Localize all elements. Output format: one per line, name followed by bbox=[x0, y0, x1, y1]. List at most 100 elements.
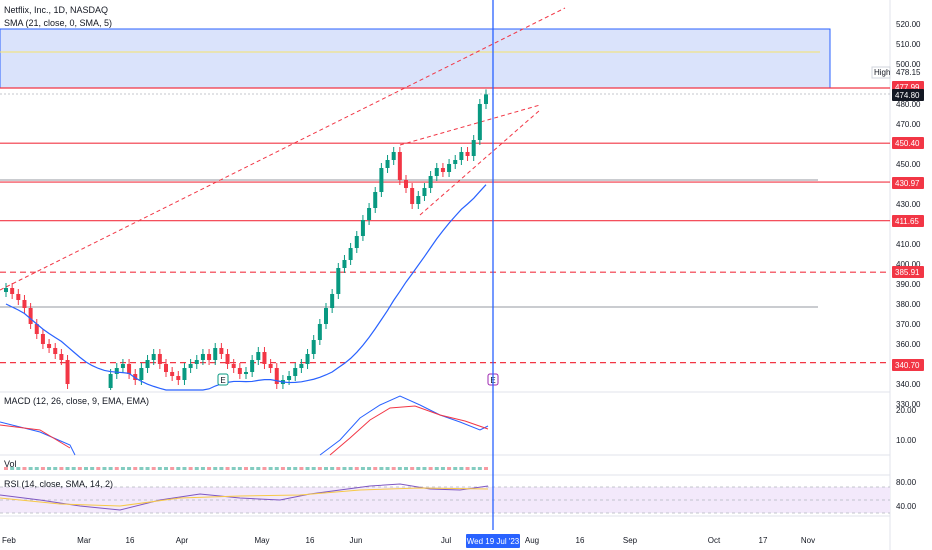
volume-bar bbox=[453, 467, 458, 470]
volume-bar bbox=[176, 467, 181, 470]
volume-bar bbox=[4, 467, 8, 470]
trendline-long bbox=[0, 7, 566, 291]
macd-line-left bbox=[0, 421, 76, 456]
volume-bar bbox=[354, 467, 359, 470]
volume-bar bbox=[465, 467, 470, 470]
time-label: Jun bbox=[350, 536, 363, 545]
candles bbox=[4, 89, 488, 390]
time-label: 16 bbox=[306, 536, 315, 545]
price-badge: 474.80 bbox=[892, 89, 924, 101]
vol-legend: Vol bbox=[4, 459, 17, 469]
volume-bar bbox=[471, 467, 476, 470]
volume-bar bbox=[434, 467, 439, 470]
macd-signal bbox=[329, 405, 489, 456]
volume-bar bbox=[22, 467, 27, 470]
trendline-upper bbox=[399, 104, 541, 146]
candle-body bbox=[182, 368, 187, 380]
candle-body bbox=[53, 348, 58, 354]
candle-body bbox=[422, 188, 427, 196]
earnings-marker-letter: E bbox=[220, 376, 225, 385]
candle-body bbox=[268, 364, 273, 368]
rsi-legend: RSI (14, close, SMA, 14, 2) bbox=[4, 479, 113, 489]
candle-body bbox=[354, 236, 359, 248]
candle-body bbox=[4, 288, 8, 292]
candle-body bbox=[360, 220, 365, 236]
candle-body bbox=[219, 348, 224, 354]
volume-bar bbox=[293, 467, 298, 470]
candle-body bbox=[274, 368, 279, 384]
volume-bar bbox=[440, 467, 445, 470]
volume-bar bbox=[274, 467, 279, 470]
candle-body bbox=[127, 364, 132, 374]
volume-bar bbox=[170, 467, 175, 470]
candle-body bbox=[397, 152, 402, 180]
high-label-text: High bbox=[874, 68, 890, 77]
candle-body bbox=[108, 374, 113, 388]
price-badge: 430.97 bbox=[892, 177, 924, 189]
volume-bar bbox=[385, 467, 390, 470]
volume-bar bbox=[447, 467, 452, 470]
candle-body bbox=[434, 168, 439, 176]
candle-body bbox=[336, 268, 341, 294]
candle-body bbox=[262, 352, 267, 364]
volume-bar bbox=[90, 467, 95, 470]
price-badge-bg bbox=[892, 215, 924, 227]
macd-tick: 20.00 bbox=[896, 406, 917, 415]
price-badge-text: 474.80 bbox=[895, 91, 920, 100]
candle-body bbox=[440, 168, 445, 172]
price-tick: 340.00 bbox=[896, 380, 921, 389]
time-label: 17 bbox=[759, 536, 768, 545]
candle-body bbox=[28, 308, 33, 324]
volume-bar bbox=[416, 467, 421, 470]
price-badge-text: 477.99 bbox=[895, 83, 920, 92]
price-tick: 400.00 bbox=[896, 260, 921, 269]
volume-bar bbox=[250, 467, 255, 470]
candle-body bbox=[176, 376, 181, 380]
candle-body bbox=[330, 294, 335, 308]
volume-bar bbox=[268, 467, 273, 470]
candle-body bbox=[410, 188, 415, 204]
volume-bar bbox=[299, 467, 304, 470]
volume-bar bbox=[379, 467, 384, 470]
volume-bar bbox=[244, 467, 248, 470]
candle-body bbox=[157, 354, 162, 364]
earnings-marker: E bbox=[217, 373, 229, 386]
volume-bar bbox=[77, 467, 82, 470]
candle-body bbox=[10, 288, 15, 294]
candle-body bbox=[194, 360, 199, 364]
high-label: High 478.15 bbox=[871, 66, 921, 79]
price-tick: 430.00 bbox=[896, 200, 921, 209]
time-label: May bbox=[254, 536, 269, 545]
candle-body bbox=[385, 160, 390, 168]
high-label-box bbox=[871, 66, 891, 79]
volume-bar bbox=[484, 467, 488, 470]
candle-body bbox=[484, 94, 488, 104]
macd-line bbox=[319, 395, 489, 456]
price-axis-ticks: 520.00510.00500.00490.00480.00470.00460.… bbox=[896, 20, 921, 409]
macd-signal-left bbox=[0, 424, 71, 449]
trendline-lower bbox=[419, 109, 541, 216]
candle-body bbox=[40, 334, 45, 344]
crosshair-date-label: Wed 19 Jul '23 bbox=[466, 534, 520, 548]
candle-body bbox=[16, 294, 21, 300]
candle-body bbox=[324, 308, 328, 324]
volume-bar bbox=[120, 467, 125, 470]
resistance-zone bbox=[0, 28, 831, 89]
candle-body bbox=[139, 368, 144, 380]
candle-body bbox=[305, 354, 310, 364]
volume-bar bbox=[53, 467, 58, 470]
time-label: 16 bbox=[126, 536, 135, 545]
time-label: Oct bbox=[708, 536, 721, 545]
volume-bar bbox=[65, 467, 70, 470]
candle-body bbox=[47, 344, 52, 348]
candle-body bbox=[250, 360, 255, 372]
volume-bar bbox=[34, 467, 39, 470]
volume-bar bbox=[127, 467, 132, 470]
vol-title: Vol bbox=[4, 459, 17, 469]
candle-body bbox=[22, 300, 27, 308]
volume-bar bbox=[428, 467, 433, 470]
time-label: Nov bbox=[801, 536, 815, 545]
candle-body bbox=[342, 260, 347, 268]
volume-bar bbox=[287, 467, 292, 470]
